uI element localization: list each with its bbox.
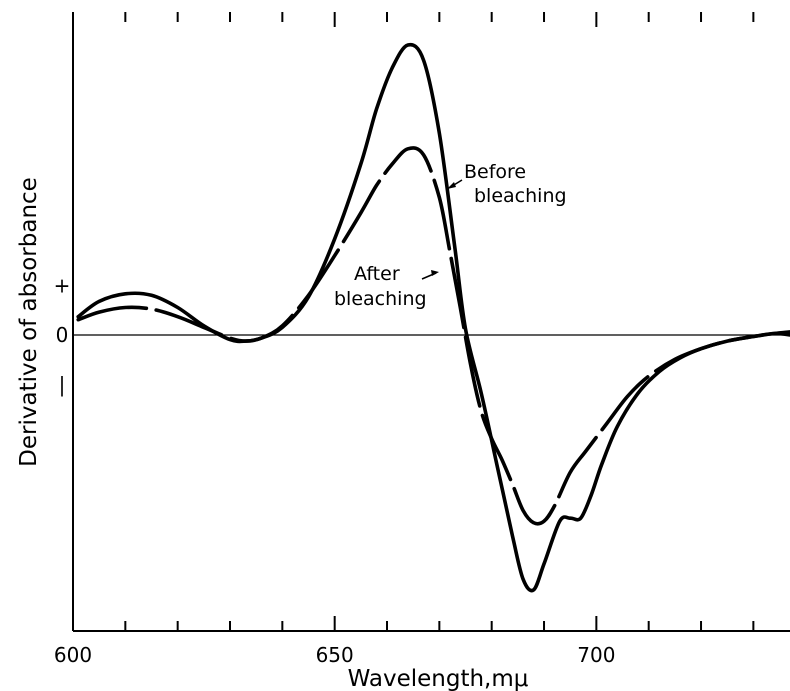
x-axis-title: Wavelength,mμ	[348, 666, 529, 691]
y-tick-label: 0	[56, 323, 69, 347]
y-tick-label: |	[59, 373, 66, 397]
series-line-after-bleaching	[76, 146, 790, 526]
after-bleaching-arrowhead	[431, 270, 439, 276]
before-bleaching-label-line1: Before	[464, 161, 526, 183]
before-bleaching-label-line2: bleaching	[474, 185, 567, 207]
y-axis-ticks: +0 |	[54, 273, 71, 396]
after-bleaching-label-line1: After	[354, 263, 400, 285]
after-bleaching-label-line2: bleaching	[334, 288, 427, 310]
y-tick-label: +	[54, 273, 71, 297]
x-axis-ticks: 600 650 700	[54, 12, 755, 667]
x-tick-label: 600	[54, 643, 92, 667]
y-axis-title: Derivative of absorbance	[16, 177, 42, 467]
series-layer	[76, 42, 790, 593]
before-bleaching-arrowhead	[447, 182, 456, 189]
x-tick-label: 650	[316, 643, 354, 667]
annotations: Before bleaching After bleaching	[334, 161, 567, 310]
plot-frame	[72, 12, 790, 632]
x-tick-label: 700	[577, 643, 615, 667]
